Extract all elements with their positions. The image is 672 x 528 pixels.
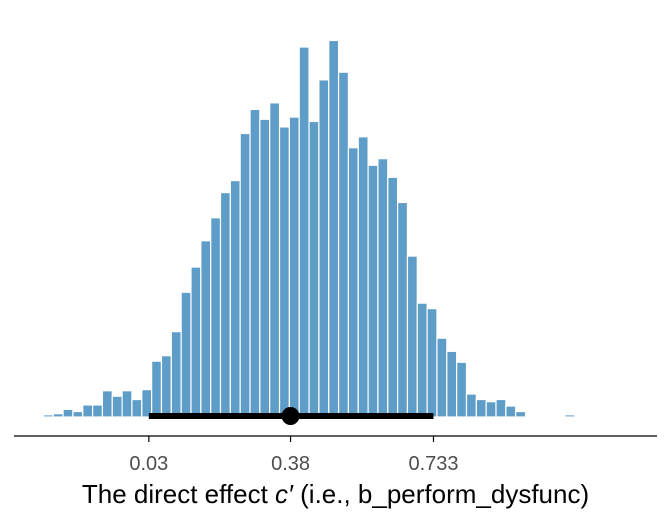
histogram-bar xyxy=(52,413,64,418)
histogram-bar xyxy=(62,408,74,418)
histogram-bar xyxy=(495,398,507,418)
histogram-bar xyxy=(416,302,428,418)
histogram-bar xyxy=(436,337,448,418)
histogram-bar xyxy=(190,266,202,418)
x-axis-ticks: 0.03 0.38 0.733 xyxy=(129,436,459,475)
histogram-bar xyxy=(564,414,576,418)
histogram-bar xyxy=(101,390,113,418)
histogram-bar xyxy=(475,398,487,418)
histogram-bar xyxy=(515,410,527,418)
histogram-bar xyxy=(239,132,251,418)
x-tick-label: 0.733 xyxy=(408,453,458,475)
histogram-bar xyxy=(111,395,123,418)
histogram-bar xyxy=(23,415,35,418)
histogram-bar xyxy=(593,415,605,418)
histogram-bar xyxy=(180,291,192,418)
histogram-bar xyxy=(308,120,320,418)
histogram-bar xyxy=(456,361,468,418)
histogram-bar xyxy=(505,405,517,418)
histogram-bar xyxy=(219,192,231,418)
histogram-bar xyxy=(229,179,241,418)
histogram-bar xyxy=(82,404,94,418)
histogram-bar xyxy=(426,308,438,418)
x-axis-title-symbol: c′ xyxy=(275,479,294,509)
histogram-bar xyxy=(141,389,153,418)
histogram-bar xyxy=(328,39,340,418)
histogram-bar xyxy=(32,415,45,418)
histogram-bar xyxy=(170,331,182,418)
histogram-bar xyxy=(151,360,163,418)
histogram-bar xyxy=(259,118,271,418)
histogram-bar xyxy=(288,116,300,418)
histogram-bar xyxy=(347,147,359,418)
point-estimate-marker xyxy=(281,407,300,425)
histogram-bar xyxy=(357,136,369,418)
histogram-bar xyxy=(554,415,566,418)
histogram-bar xyxy=(298,46,310,418)
histogram-bar xyxy=(387,176,399,418)
histogram-bar xyxy=(131,398,143,418)
histogram-bar xyxy=(465,393,477,418)
histogram-bars xyxy=(23,39,625,418)
histogram-bar xyxy=(249,108,261,418)
x-tick-label: 0.03 xyxy=(129,453,168,475)
histogram-bar xyxy=(210,217,222,418)
histogram-bar xyxy=(72,410,84,418)
histogram-bar xyxy=(534,415,546,418)
histogram-bar xyxy=(200,240,212,418)
histogram-bar xyxy=(160,355,172,418)
histogram-bar xyxy=(544,415,556,418)
histogram-bar xyxy=(485,401,497,418)
interval-group xyxy=(148,407,434,425)
histogram-bar xyxy=(397,201,409,418)
histogram-bar xyxy=(583,415,595,418)
histogram-bar xyxy=(91,404,104,418)
histogram-bar xyxy=(377,158,389,418)
histogram-bar xyxy=(613,415,625,418)
histogram-bar xyxy=(406,255,418,418)
histogram-bar xyxy=(42,414,54,418)
histogram-bar xyxy=(318,79,330,418)
x-axis-title-suffix: (i.e., b_perform_dysfunc) xyxy=(293,479,589,509)
histogram-bar xyxy=(278,126,290,418)
histogram-bar xyxy=(337,71,350,418)
histogram-bar xyxy=(269,102,281,418)
histogram-bar xyxy=(121,390,133,418)
histogram-bar xyxy=(524,415,536,418)
x-tick-label: 0.38 xyxy=(271,453,310,475)
histogram-bar xyxy=(367,164,379,418)
histogram-bar xyxy=(446,350,458,418)
x-axis-title-prefix: The direct effect xyxy=(82,479,275,509)
x-axis-title: The direct effect c′ (i.e., b_perform_dy… xyxy=(82,479,589,509)
